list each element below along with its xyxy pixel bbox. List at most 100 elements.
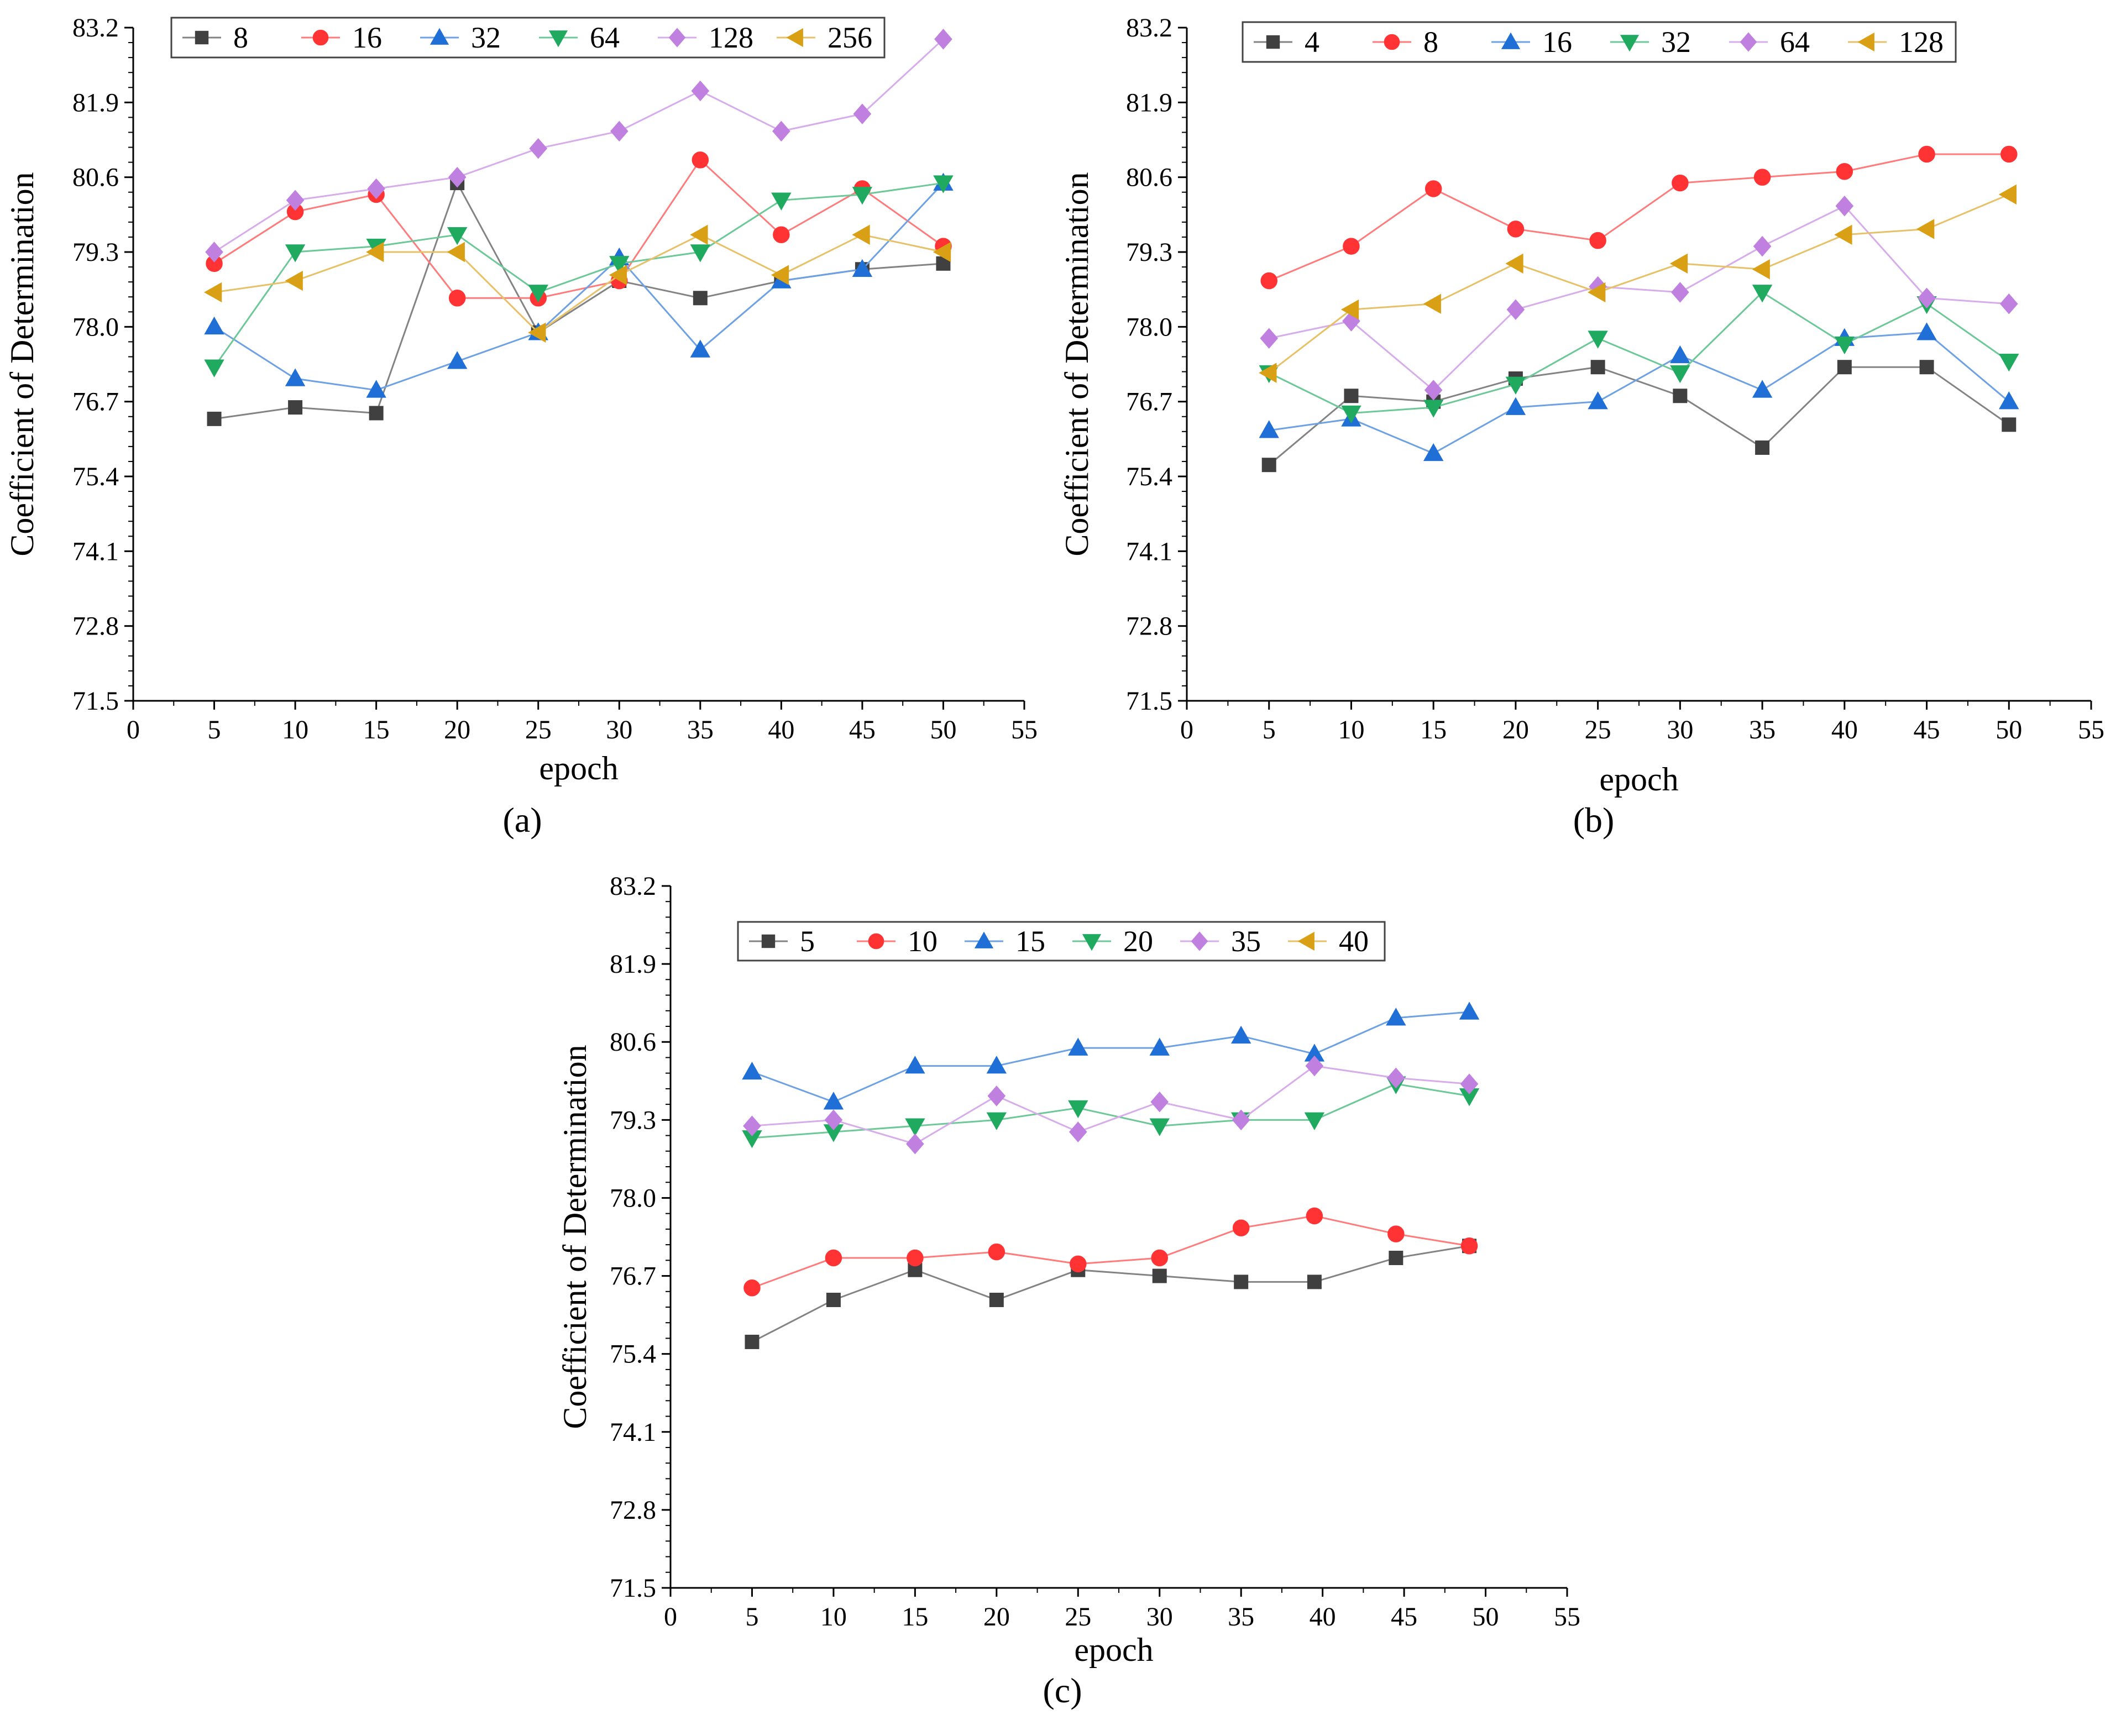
y-axis-title: Coefficient of Determination [557, 1045, 593, 1429]
y-tick-label: 72.8 [610, 1496, 656, 1525]
x-tick-label: 0 [1180, 715, 1193, 744]
series-5 [745, 1239, 1477, 1349]
data-point [1260, 328, 1279, 349]
series-35 [743, 1055, 1479, 1155]
x-axis-title: epoch [1074, 1632, 1153, 1668]
x-tick-label: 20 [1502, 715, 1529, 744]
data-point [288, 400, 303, 415]
data-point [933, 242, 951, 263]
y-tick-label: 80.6 [610, 1027, 656, 1057]
data-point [824, 1109, 843, 1131]
data-point [1232, 1219, 1250, 1236]
data-point [528, 322, 546, 343]
series-15 [742, 1001, 1480, 1110]
y-tick-label: 74.1 [610, 1418, 656, 1447]
legend-box [1242, 21, 1957, 63]
series-line [1269, 332, 2010, 455]
y-tick-label: 83.2 [1126, 13, 1172, 43]
data-point [692, 151, 709, 169]
legend-marker [1501, 32, 1521, 49]
series-line [751, 1245, 1470, 1343]
x-tick-label: 40 [1310, 1602, 1336, 1632]
y-tick-label: 80.6 [72, 163, 119, 192]
y-tick-label: 79.3 [1126, 238, 1172, 267]
legend-label: 128 [1899, 25, 1944, 59]
data-point [1307, 1275, 1322, 1289]
y-tick-label: 75.4 [610, 1340, 656, 1369]
legend-marker [1082, 934, 1102, 951]
data-point [367, 178, 385, 200]
y-axis-title: Coefficient of Determination [4, 172, 40, 556]
y-tick-label: 81.9 [610, 950, 656, 979]
x-tick-label: 20 [444, 715, 470, 744]
data-point [986, 1112, 1007, 1130]
x-tick-label: 55 [1011, 715, 1038, 744]
y-tick-label: 83.2 [72, 13, 119, 43]
legend-marker [195, 30, 209, 45]
y-tick-label: 71.5 [1126, 686, 1172, 716]
data-point [1752, 380, 1773, 398]
series-line [1268, 193, 2009, 374]
series-8 [1260, 145, 2018, 290]
x-tick-label: 5 [745, 1602, 758, 1632]
data-point [693, 291, 708, 306]
data-point [1149, 1118, 1170, 1136]
legend-label: 8 [233, 21, 248, 54]
data-point [1505, 253, 1523, 274]
legend-label: 10 [908, 925, 938, 958]
x-tick-label: 15 [363, 715, 390, 744]
data-point [1387, 1067, 1405, 1089]
data-point [907, 1249, 924, 1267]
data-point [1259, 420, 1279, 438]
y-tick-label: 79.3 [72, 238, 119, 267]
data-point [447, 351, 468, 369]
data-point [1260, 272, 1277, 290]
data-point [1671, 282, 1689, 303]
legend-label: 32 [471, 21, 501, 54]
data-point [204, 359, 224, 377]
data-point [1836, 163, 1853, 180]
data-point [285, 368, 306, 386]
data-point [691, 80, 710, 102]
legend-label: 16 [352, 21, 382, 54]
x-tick-label: 35 [1228, 1602, 1254, 1632]
series-128 [205, 29, 952, 263]
data-point [1999, 293, 2018, 314]
legend-label: 40 [1339, 925, 1369, 958]
data-point [1918, 145, 1935, 163]
data-point [853, 103, 872, 124]
data-point [1999, 354, 2019, 372]
series-10 [743, 1207, 1478, 1297]
legend-marker [1740, 32, 1757, 52]
data-point [1261, 458, 1276, 473]
x-tick-label: 30 [606, 715, 632, 744]
y-tick-label: 81.9 [72, 88, 119, 117]
legend-marker [1266, 35, 1280, 49]
data-point [1068, 1100, 1088, 1119]
chart-b: 0 5 10 15 20 25 30 35 40 45 50 55 71.5 72.8 74.1 75.4 76… [1059, 13, 2104, 840]
y-tick-label: 80.6 [1126, 163, 1172, 192]
data-point [2002, 417, 2017, 432]
x-tick-label: 50 [930, 715, 956, 744]
legend: 4 8 16 32 64 128 [1242, 21, 1957, 63]
data-point [1835, 195, 1854, 217]
chart-a: 0 5 10 15 20 25 30 35 40 45 50 55 71.5 72.8 74.1 75.4 76… [4, 13, 1038, 840]
legend-marker [668, 28, 686, 48]
y-tick-label: 78.0 [72, 312, 119, 342]
data-point [988, 1243, 1005, 1261]
data-point [529, 138, 548, 159]
legend-label: 64 [590, 21, 620, 54]
x-tick-label: 5 [1263, 715, 1276, 744]
data-point [285, 270, 303, 291]
data-point [2000, 145, 2018, 163]
x-tick-label: 10 [1338, 715, 1364, 744]
series-line [752, 1065, 1470, 1145]
y-tick-label: 78.0 [610, 1183, 656, 1213]
data-point [987, 1085, 1006, 1106]
data-point [1232, 1109, 1250, 1131]
data-point [1669, 253, 1688, 274]
data-point [1340, 299, 1359, 320]
x-tick-label: 15 [1420, 715, 1447, 744]
legend-label: 20 [1123, 925, 1153, 958]
